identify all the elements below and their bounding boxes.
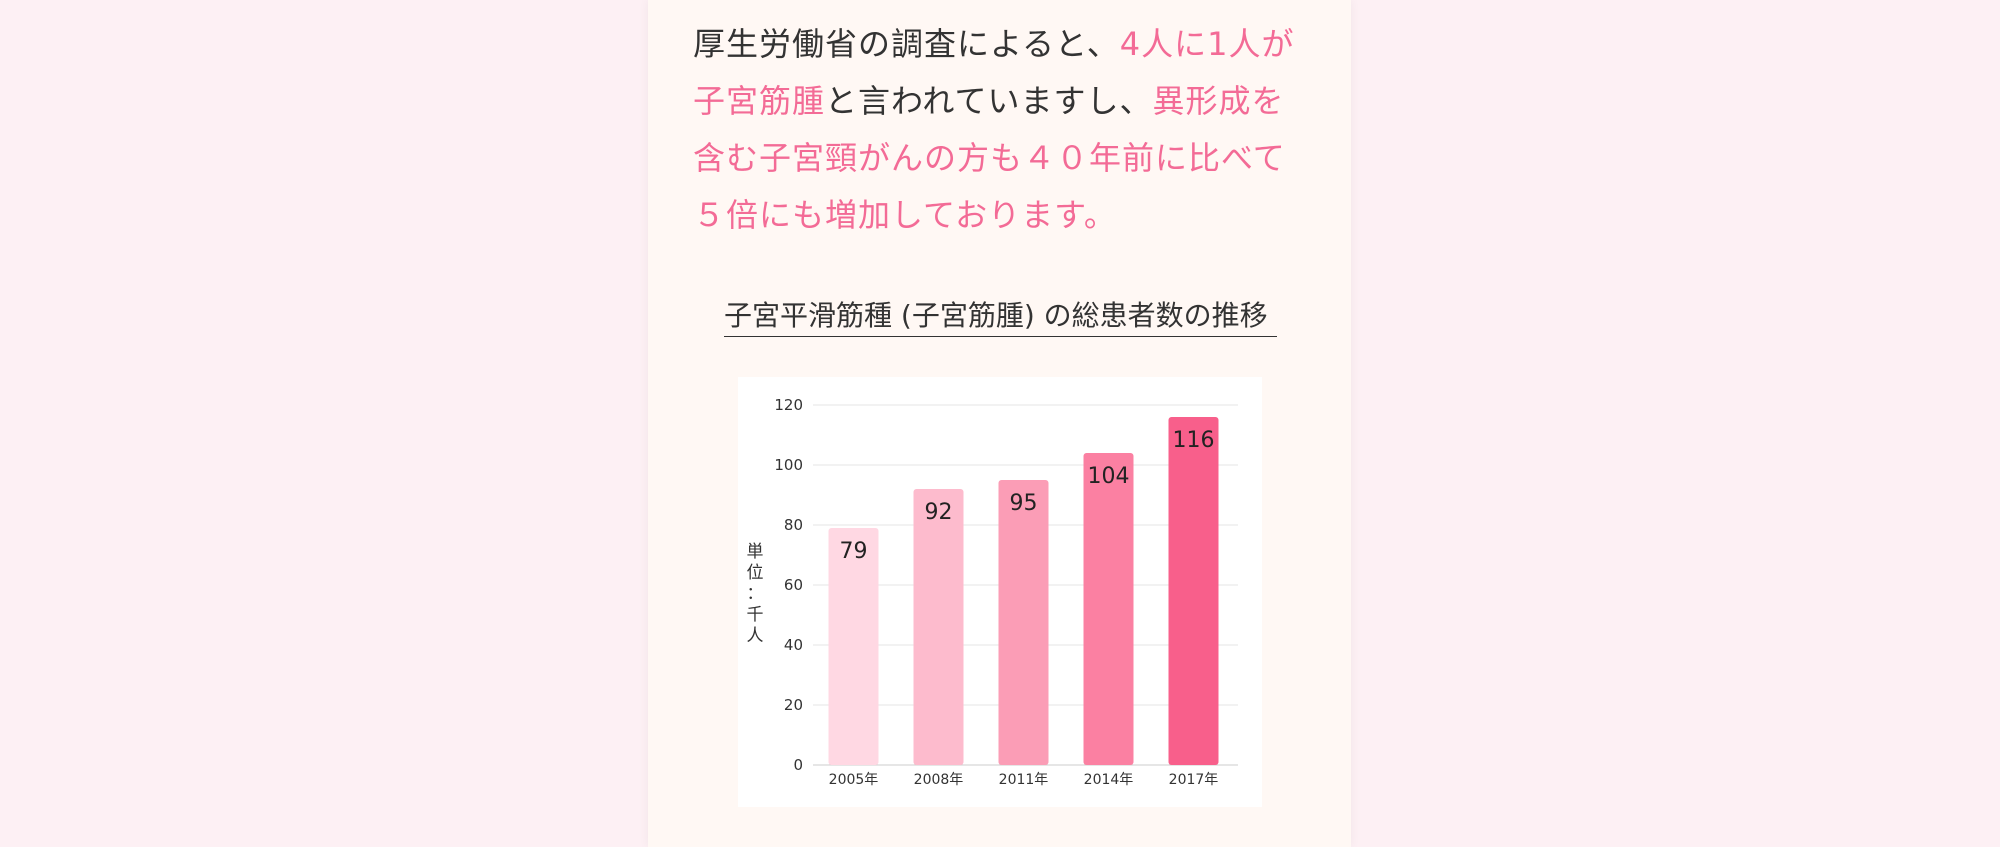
- chart-container: 0 20 40 60 80 100 120 単位：千人 79 2005年 92 2008年 95 2011…: [738, 377, 1262, 807]
- y-tick-label: 20: [784, 696, 803, 714]
- y-tick-label: 80: [784, 516, 803, 534]
- x-tick-label: 2008年: [914, 772, 964, 788]
- intro-line2-highlight: 子宮筋腫: [693, 82, 826, 120]
- intro-line2-highlight-2: 異形成を: [1152, 82, 1285, 120]
- intro-line1-highlight: 4人に1人が: [1119, 25, 1295, 63]
- intro-paragraph: 厚生労働省の調査によると、4人に1人が 子宮筋腫と言われていますし、異形成を 含…: [693, 16, 1333, 244]
- bar: [828, 528, 879, 765]
- bar-value-label: 79: [840, 539, 868, 564]
- intro-line3-highlight: 含む子宮頸がんの方も４０年前に比べて: [693, 139, 1286, 177]
- chart-title-underline: [724, 336, 1277, 337]
- intro-line1-text: 厚生労働省の調査によると、: [693, 25, 1120, 63]
- chart-title-block: 子宮平滑筋種 (子宮筋腫) の総患者数の推移: [724, 296, 1277, 338]
- bar: [998, 480, 1049, 765]
- y-tick-label: 60: [784, 576, 803, 594]
- x-tick-label: 2005年: [829, 772, 879, 788]
- bar-value-label: 92: [925, 500, 953, 525]
- x-tick-label: 2014年: [1084, 772, 1134, 788]
- intro-line4-highlight: ５倍にも増加しております。: [693, 196, 1117, 234]
- y-tick-label: 100: [774, 456, 803, 474]
- content-panel: 厚生労働省の調査によると、4人に1人が 子宮筋腫と言われていますし、異形成を 含…: [648, 0, 1351, 847]
- bar-value-label: 95: [1010, 491, 1038, 516]
- bar: [913, 489, 964, 765]
- chart-title: 子宮平滑筋種 (子宮筋腫) の総患者数の推移: [724, 299, 1268, 332]
- bar-chart: 0 20 40 60 80 100 120 単位：千人 79 2005年 92 2008年 95 2011…: [747, 396, 1238, 788]
- y-tick-label: 40: [784, 636, 803, 654]
- bar: [1168, 417, 1219, 765]
- x-tick-label: 2011年: [999, 772, 1049, 788]
- bar-value-label: 104: [1088, 464, 1130, 489]
- x-tick-label: 2017年: [1169, 772, 1219, 788]
- y-axis-label: 単位：千人: [747, 542, 764, 646]
- y-tick-label: 120: [774, 396, 803, 414]
- bar-value-label: 116: [1173, 428, 1215, 453]
- intro-line2-text: と言われていますし、: [825, 82, 1153, 120]
- bar: [1083, 453, 1134, 765]
- y-tick-label: 0: [793, 756, 803, 774]
